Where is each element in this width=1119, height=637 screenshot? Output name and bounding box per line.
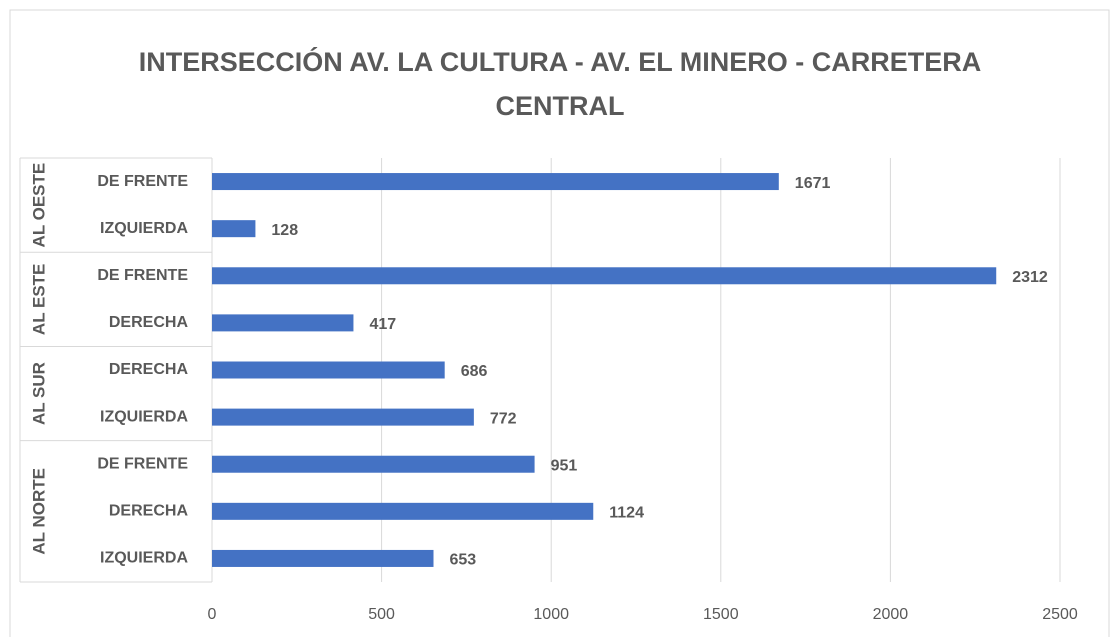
value-label: 417 (369, 316, 396, 333)
bar (212, 549, 434, 567)
x-tick-label: 0 (208, 606, 217, 623)
category-label: IZQUIERDA (100, 550, 188, 567)
category-label: DERECHA (109, 314, 189, 331)
value-label: 686 (461, 363, 488, 380)
x-tick-label: 2500 (1042, 606, 1078, 623)
bar (212, 220, 256, 238)
bar (212, 314, 354, 332)
value-label: 772 (490, 410, 517, 427)
value-label: 951 (551, 457, 578, 474)
category-label: IZQUIERDA (100, 220, 188, 237)
bar (212, 267, 997, 285)
group-label: AL ESTE (29, 264, 48, 335)
chart-title: INTERSECCIÓN AV. LA CULTURA - AV. EL MIN… (138, 47, 982, 121)
value-label: 2312 (1012, 269, 1048, 286)
x-tick-label: 1000 (533, 606, 569, 623)
bar (212, 502, 594, 520)
chart-border (9, 9, 1110, 637)
x-tick-label: 500 (368, 606, 395, 623)
value-label: 653 (449, 552, 476, 569)
bar (212, 408, 474, 426)
bar (212, 455, 535, 473)
group-label: AL OESTE (29, 163, 48, 248)
group-label: AL NORTE (29, 468, 48, 555)
x-tick-label: 1500 (703, 606, 739, 623)
bar (212, 173, 779, 191)
category-label: DERECHA (109, 503, 189, 520)
value-label: 1671 (795, 175, 831, 192)
category-label: DE FRENTE (97, 173, 188, 190)
group-label: AL SUR (29, 362, 48, 425)
value-label: 1124 (609, 505, 644, 522)
category-label: DE FRENTE (97, 455, 188, 472)
category-label: DERECHA (109, 361, 189, 378)
bar (212, 361, 445, 379)
value-label: 128 (271, 222, 298, 239)
category-label: DE FRENTE (97, 267, 188, 284)
x-tick-label: 2000 (873, 606, 909, 623)
category-label: IZQUIERDA (100, 408, 188, 425)
